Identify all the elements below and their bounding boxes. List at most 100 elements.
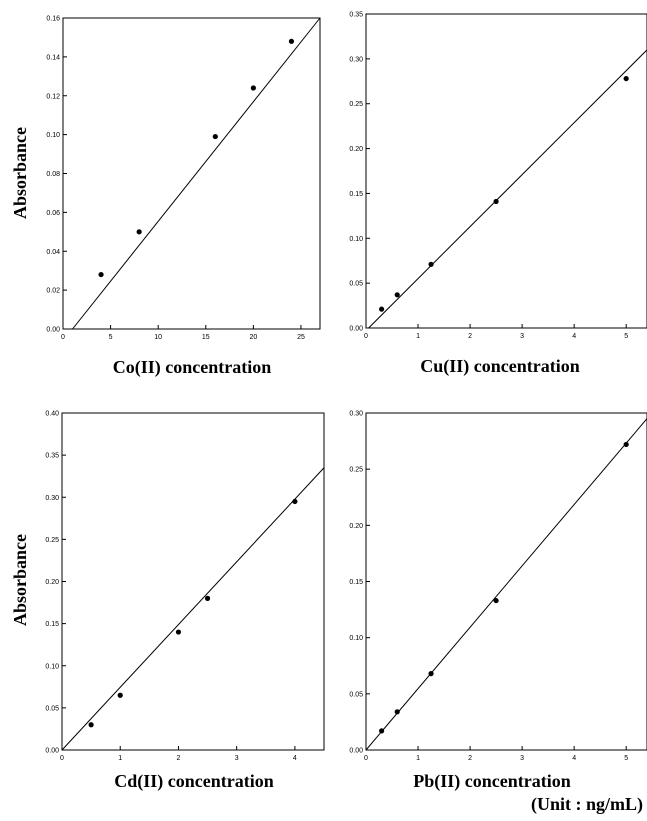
y-tick-label: 0.10 (46, 132, 60, 139)
y-tick-label: 0.08 (46, 171, 60, 178)
plot-marks: 0 1 2 3 4 5 0.00 0.05 0.10 0.15 0.20 0.25 0.30 (349, 411, 647, 762)
y-tick-label: 0.20 (45, 579, 59, 586)
fit-line (368, 49, 647, 329)
y-tick-label: 0.20 (349, 146, 363, 153)
y-tick-label: 0.04 (46, 249, 60, 256)
x-tick-label: 5 (624, 755, 628, 762)
x-tick-label: 1 (416, 333, 420, 340)
data-point (428, 261, 434, 267)
y-tick-label: 0.14 (46, 54, 60, 61)
x-tick-label: 0 (364, 333, 368, 340)
y-tick-label: 0.35 (45, 453, 59, 460)
data-point (394, 709, 400, 715)
plot-marks: 0 1 2 3 4 5 0.00 0.05 0.10 0.15 0.20 0.25 0.30 0.35 (349, 12, 647, 340)
y-tick-label: 0.10 (349, 635, 363, 642)
data-point (493, 198, 499, 205)
y-tick-label: 0.00 (45, 748, 59, 755)
panel-cd: 0 1 2 3 4 0.00 0.05 0.10 0.15 0.20 0.25 0.30 0.35 0.4… (10, 411, 325, 792)
data-point (117, 692, 123, 698)
y-tick-label: 0.06 (46, 210, 60, 217)
y-tick-label: 0.00 (349, 748, 363, 755)
x-tick-label: 20 (249, 334, 257, 341)
data-point (379, 728, 385, 734)
y-axis-label: Absorbance (10, 534, 30, 626)
x-tick-label: 10 (154, 334, 162, 341)
x-tick-label: 5 (624, 333, 628, 340)
y-tick-label: 0.25 (45, 537, 59, 544)
y-tick-label: 0.12 (46, 93, 60, 100)
fit-line (365, 418, 647, 751)
x-tick-label: 1 (118, 755, 122, 762)
data-point (379, 306, 385, 312)
y-tick-label: 0.05 (349, 691, 363, 698)
data-point (493, 597, 499, 604)
data-point (88, 722, 94, 728)
x-tick-label: 0 (364, 755, 368, 762)
data-point (394, 292, 400, 298)
y-tick-label: 0.15 (349, 579, 363, 586)
x-tick-label: 4 (293, 755, 297, 762)
data-point (288, 38, 295, 44)
fit-line (61, 467, 325, 751)
y-tick-label: 0.05 (349, 281, 363, 288)
x-tick-label: 15 (202, 334, 210, 341)
x-axis-label: Pb(II) concentration (413, 771, 570, 792)
y-tick-label: 0.16 (46, 16, 60, 23)
x-axis-label: Cd(II) concentration (114, 771, 274, 792)
y-tick-label: 0.35 (349, 12, 363, 19)
data-point (136, 229, 142, 235)
y-tick-label: 0.15 (349, 191, 363, 198)
x-tick-label: 3 (520, 755, 524, 762)
y-tick-label: 0.10 (45, 663, 59, 670)
x-tick-label: 2 (176, 755, 180, 762)
plot-frame (61, 412, 325, 751)
y-tick-label: 0.25 (349, 101, 363, 108)
panel-cu: 0 1 2 3 4 5 0.00 0.05 0.10 0.15 0.20 0.25 0.30 0.35 C… (349, 12, 647, 377)
x-axis-label: Cu(II) concentration (420, 356, 580, 377)
x-tick-label: 25 (297, 334, 305, 341)
data-point (204, 595, 211, 601)
data-point (428, 671, 434, 677)
fit-line (72, 17, 321, 330)
x-tick-label: 0 (61, 334, 65, 341)
y-tick-label: 0.15 (45, 621, 59, 628)
y-tick-label: 0.02 (46, 288, 60, 295)
y-tick-label: 0.20 (349, 523, 363, 530)
y-tick-label: 0.10 (349, 236, 363, 243)
plot-frame (365, 412, 647, 751)
x-tick-label: 2 (468, 333, 472, 340)
plot-marks: 0 1 2 3 4 0.00 0.05 0.10 0.15 0.20 0.25 0.30 0.35 0.4… (45, 411, 325, 762)
x-tick-label: 1 (416, 755, 420, 762)
y-tick-label: 0.05 (45, 705, 59, 712)
data-point (98, 271, 104, 278)
data-point (250, 85, 256, 91)
x-tick-label: 5 (109, 334, 113, 341)
data-point (623, 75, 629, 82)
plot-marks: 0 5 10 15 20 25 0.00 0.02 0.04 0.06 0.08 0.10 0.12 0.… (46, 16, 321, 341)
x-tick-label: 3 (235, 755, 239, 762)
y-tick-label: 0.30 (349, 56, 363, 63)
unit-note: (Unit : ng/mL) (531, 794, 643, 815)
x-axis-label: Co(II) concentration (113, 357, 271, 378)
y-tick-label: 0.30 (349, 411, 363, 418)
plot-frame (62, 17, 321, 330)
panel-pb: 0 1 2 3 4 5 0.00 0.05 0.10 0.15 0.20 0.25 0.30 Pb(II… (349, 411, 647, 792)
panel-co: 0 5 10 15 20 25 0.00 0.02 0.04 0.06 0.08 0.10 0.12 0.… (10, 16, 321, 378)
data-point (623, 441, 629, 448)
y-tick-label: 0.30 (45, 495, 59, 502)
y-axis-label: Absorbance (10, 127, 30, 219)
x-tick-label: 4 (572, 755, 576, 762)
y-tick-label: 0.40 (45, 411, 59, 418)
x-tick-label: 2 (468, 755, 472, 762)
y-tick-label: 0.25 (349, 467, 363, 474)
y-tick-label: 0.00 (46, 327, 60, 334)
plot-frame (365, 13, 647, 329)
x-tick-label: 3 (520, 333, 524, 340)
y-tick-label: 0.00 (349, 326, 363, 333)
data-point (175, 629, 182, 635)
data-point (212, 133, 218, 140)
x-tick-label: 0 (60, 755, 64, 762)
x-tick-label: 4 (572, 333, 576, 340)
data-point (292, 498, 298, 505)
